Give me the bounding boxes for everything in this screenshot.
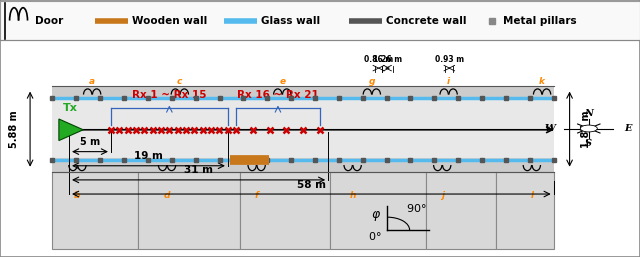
Text: Glass wall: Glass wall (261, 16, 320, 25)
Text: 58 m: 58 m (297, 180, 326, 190)
Text: 5.88 m: 5.88 m (9, 110, 19, 148)
Text: j: j (441, 191, 444, 200)
Text: b: b (74, 191, 81, 200)
Text: 5 m: 5 m (80, 137, 100, 147)
Text: $\varphi$: $\varphi$ (371, 209, 381, 223)
Circle shape (580, 125, 597, 132)
Text: Rx 16 ~ Rx 21: Rx 16 ~ Rx 21 (237, 90, 319, 100)
Text: h: h (349, 191, 356, 200)
Text: a: a (89, 77, 95, 86)
Text: 1.26 m: 1.26 m (373, 55, 402, 64)
Text: 1.85 m: 1.85 m (580, 111, 591, 148)
Text: Metal pillars: Metal pillars (503, 16, 577, 25)
Bar (52, 86, 554, 100)
Text: 0.86 m: 0.86 m (364, 55, 393, 64)
Text: $90°$: $90°$ (406, 202, 426, 214)
Text: $0°$: $0°$ (367, 231, 381, 242)
Text: S: S (586, 139, 592, 148)
Text: 31 m: 31 m (184, 166, 213, 176)
Bar (496, 172, 554, 249)
Text: N: N (584, 109, 593, 118)
Bar (52, 100, 554, 158)
Text: 0.93 m: 0.93 m (435, 55, 464, 64)
Text: 19 m: 19 m (134, 151, 163, 161)
Text: l: l (531, 191, 533, 200)
Text: Wooden wall: Wooden wall (132, 16, 207, 25)
Text: c: c (177, 77, 182, 86)
Polygon shape (59, 119, 83, 141)
Text: e: e (279, 77, 285, 86)
Bar (138, 172, 240, 249)
Bar (240, 172, 330, 249)
Bar (0, 1, 640, 40)
Bar (426, 172, 496, 249)
Text: E: E (624, 124, 632, 133)
Text: Concrete wall: Concrete wall (386, 16, 467, 25)
Text: f: f (255, 191, 259, 200)
Text: Rx 1 ~ Rx 15: Rx 1 ~ Rx 15 (132, 90, 207, 100)
Text: W: W (545, 124, 556, 133)
Text: k: k (539, 77, 545, 86)
Bar (52, 172, 138, 249)
Text: g: g (369, 77, 375, 86)
Text: Tx: Tx (63, 103, 78, 113)
Text: i: i (447, 77, 450, 86)
Text: Door: Door (35, 16, 63, 25)
Bar (330, 172, 426, 249)
Text: d: d (164, 191, 170, 200)
Bar (52, 158, 554, 172)
